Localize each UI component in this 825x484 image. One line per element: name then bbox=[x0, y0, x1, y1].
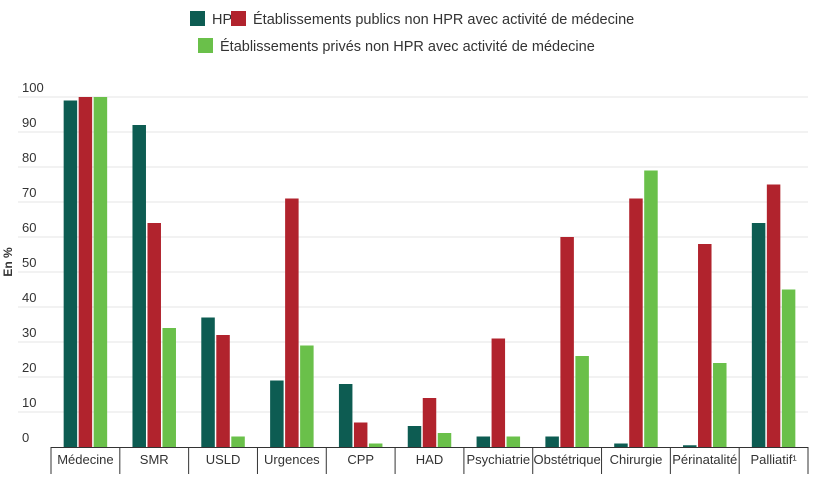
bar bbox=[285, 198, 299, 447]
x-tick-label: Médecine bbox=[57, 452, 113, 467]
legend-swatch bbox=[231, 11, 246, 26]
y-tick-label: 10 bbox=[22, 395, 36, 410]
bar bbox=[78, 97, 93, 447]
x-tick-label: Périnatalité bbox=[672, 452, 737, 467]
bar bbox=[216, 335, 230, 447]
bar bbox=[300, 345, 314, 447]
bar bbox=[766, 184, 781, 447]
legend-swatch bbox=[198, 38, 213, 53]
y-axis-label: En % bbox=[1, 247, 15, 277]
legend: HPR Établissements publics non HPR avec a… bbox=[190, 11, 634, 55]
x-tick-label: CPP bbox=[347, 452, 374, 467]
y-tick-label: 70 bbox=[22, 185, 36, 200]
bar bbox=[201, 317, 215, 447]
bar bbox=[560, 237, 574, 447]
bar bbox=[629, 198, 643, 447]
legend-label: Établissements privés non HPR avec activ… bbox=[220, 38, 595, 55]
x-tick-label: SMR bbox=[140, 452, 169, 467]
bar bbox=[93, 97, 108, 447]
y-tick-label: 40 bbox=[22, 290, 36, 305]
x-tick-label: Chirurgie bbox=[610, 452, 663, 467]
y-tick-label: 90 bbox=[22, 115, 36, 130]
bar bbox=[368, 443, 383, 447]
y-axis: 0 10 20 30 40 50 60 70 80 90 100 bbox=[22, 80, 44, 445]
x-tick-label: Palliatif¹ bbox=[750, 452, 797, 467]
bar bbox=[476, 436, 491, 447]
x-tick-label: Urgences bbox=[264, 452, 320, 467]
bar bbox=[614, 443, 628, 447]
y-tick-label: 20 bbox=[22, 360, 36, 375]
bar bbox=[491, 338, 506, 447]
y-tick-label: 0 bbox=[22, 430, 29, 445]
y-tick-label: 100 bbox=[22, 80, 44, 95]
bar bbox=[751, 223, 766, 447]
y-tick-label: 60 bbox=[22, 220, 36, 235]
y-tick-label: 30 bbox=[22, 325, 36, 340]
bar bbox=[132, 125, 146, 447]
bar bbox=[338, 384, 353, 447]
bar bbox=[781, 289, 796, 447]
bars bbox=[63, 97, 796, 447]
bar bbox=[353, 422, 368, 447]
bar bbox=[506, 436, 521, 447]
bar bbox=[63, 100, 78, 447]
x-axis: Médecine SMR USLD Urgences CPP HAD Psychiatrie… bbox=[50, 447, 809, 474]
bar bbox=[422, 398, 437, 447]
bar bbox=[437, 433, 452, 447]
x-tick-label: HAD bbox=[416, 452, 443, 467]
bar bbox=[270, 380, 284, 447]
bar bbox=[162, 328, 176, 447]
bar bbox=[407, 426, 422, 447]
legend-swatch bbox=[190, 11, 205, 26]
x-tick-label: USLD bbox=[206, 452, 241, 467]
bar bbox=[575, 356, 589, 447]
bar bbox=[644, 170, 658, 447]
bar bbox=[713, 363, 727, 447]
x-tick-label: Obstétrique bbox=[534, 452, 601, 467]
x-tick-label: Psychiatrie bbox=[467, 452, 531, 467]
legend-label: Établissements publics non HPR avec acti… bbox=[253, 11, 634, 28]
bar bbox=[147, 223, 161, 447]
y-tick-label: 50 bbox=[22, 255, 36, 270]
bar bbox=[698, 244, 712, 447]
y-tick-label: 80 bbox=[22, 150, 36, 165]
bar bbox=[683, 445, 697, 447]
bar bbox=[545, 436, 559, 447]
bar bbox=[231, 436, 245, 447]
